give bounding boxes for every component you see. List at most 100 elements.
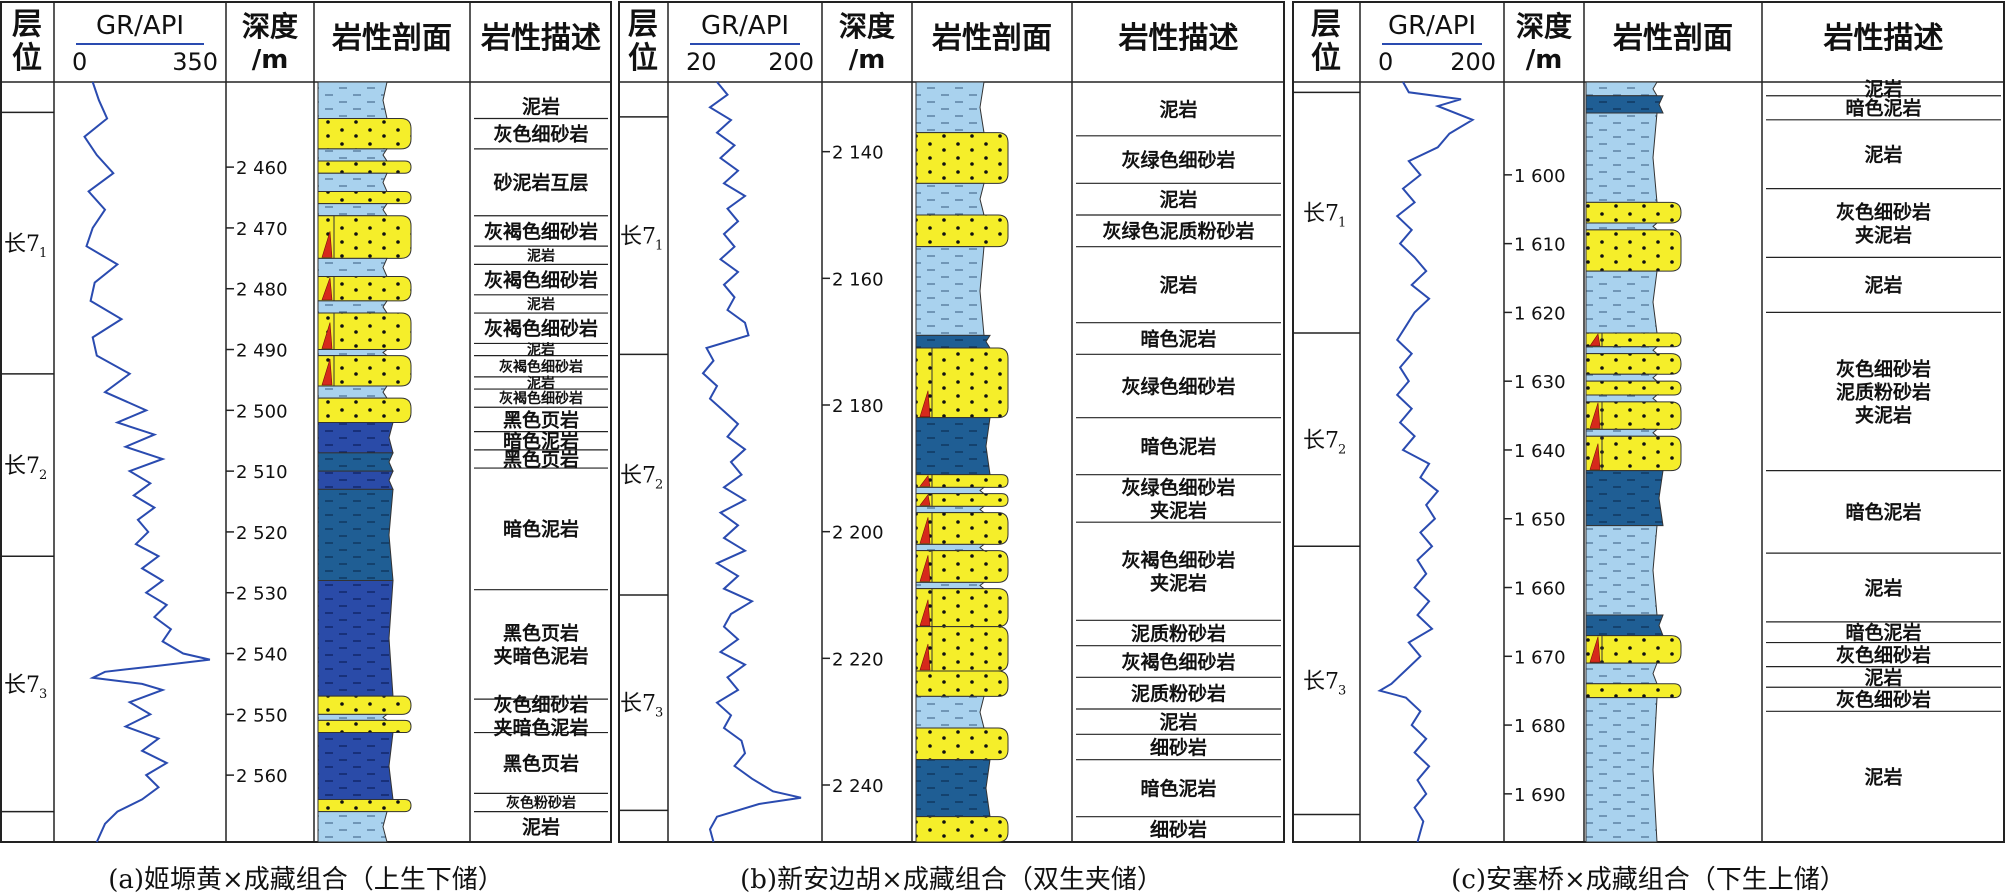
- litho-mud-bed: [317, 713, 389, 721]
- desc-line: 夹泥岩: [1150, 499, 1207, 522]
- litho-mud-bed: [1585, 346, 1659, 355]
- desc-label: 泥岩: [1159, 274, 1197, 297]
- litho-dark-bed: [1585, 614, 1664, 637]
- oil-marker-icon: [1589, 333, 1601, 347]
- litho-dark-bed: [915, 334, 991, 349]
- litho-mud-bed: [1585, 697, 1658, 843]
- gr-min: 20: [686, 48, 717, 76]
- desc-label: 灰褐色细砂岩: [499, 358, 583, 375]
- oil-marker-icon: [919, 474, 931, 487]
- litho-sand-bed: [915, 670, 1009, 697]
- layer-label: 长7: [620, 692, 656, 717]
- oil-marker-icon: [1589, 443, 1601, 470]
- desc-label: 泥岩: [527, 375, 555, 392]
- desc-line: 夹暗色泥岩: [493, 716, 588, 739]
- oil-marker-icon: [919, 643, 931, 671]
- layer-sub: 3: [655, 706, 663, 721]
- desc-label: 细砂岩: [1150, 736, 1207, 759]
- litho-sand-bed: [915, 493, 1009, 507]
- oil-marker-icon: [919, 599, 931, 626]
- litho-mud-bed: [915, 543, 986, 552]
- depth-tick-label: 1 610: [1514, 235, 1566, 256]
- depth-tick-label: 2 550: [236, 705, 288, 726]
- litho-mud-bed: [1585, 373, 1659, 382]
- layer-header-2: 位: [628, 41, 658, 76]
- litho-mud-bed: [915, 581, 986, 590]
- desc-label: 暗色泥岩: [1845, 621, 1921, 644]
- layer-sub: 2: [39, 468, 47, 483]
- oil-marker-icon: [919, 517, 931, 544]
- litho-dark-bed: [317, 452, 394, 472]
- litho-mud-bed: [1585, 394, 1659, 403]
- gr-curve: [701, 81, 802, 843]
- depth-unit: /m: [252, 45, 289, 75]
- desc-label: 暗色泥岩: [1140, 777, 1216, 800]
- oil-marker-icon: [321, 277, 333, 301]
- litho-shale-bed: [317, 470, 394, 490]
- desc-label: 灰色细砂岩: [493, 123, 588, 146]
- litho-sand-bed: [915, 474, 1009, 488]
- desc-label: 灰褐色细砂岩: [484, 317, 598, 340]
- litho-mud-bed: [1585, 112, 1658, 203]
- litho-mud-bed: [1585, 81, 1658, 97]
- litho-mud-bed: [915, 695, 985, 729]
- litho-mud-bed: [915, 486, 986, 495]
- depth-tick-label: 1 620: [1514, 303, 1566, 324]
- litho-mud-bed: [317, 349, 389, 357]
- depth-tick-label: 1 640: [1514, 441, 1566, 462]
- gr-curve: [1377, 81, 1475, 843]
- depth-tick-label: 2 530: [236, 584, 288, 605]
- gr-header: GR/API: [96, 11, 184, 41]
- desc-label: 灰褐色细砂岩夹泥岩: [1121, 549, 1235, 595]
- depth-header: 深度: [242, 10, 298, 43]
- litho-mud-bed: [317, 811, 388, 843]
- depth-tick-label: 2 160: [832, 269, 884, 290]
- desc-label: 灰褐色细砂岩: [1121, 650, 1235, 673]
- depth-header: 深度: [1516, 10, 1572, 43]
- litho-mud-bed: [317, 257, 388, 278]
- litho-sand-bed: [317, 160, 412, 174]
- desc-label: 泥岩: [527, 296, 555, 313]
- desc-label: 灰色细砂岩夹泥岩: [1836, 200, 1931, 246]
- desc-header: 岩性描述: [1824, 21, 1944, 56]
- depth-header: 深度: [839, 10, 895, 43]
- depth-tick-label: 2 560: [236, 766, 288, 787]
- gr-max: 200: [1450, 48, 1496, 76]
- panel-frame: [0, 1, 612, 843]
- depth-tick-label: 2 490: [236, 341, 288, 362]
- desc-label: 泥岩: [1159, 711, 1197, 734]
- litho-sand-bed: [317, 798, 412, 813]
- litho-mud-bed: [317, 203, 388, 217]
- desc-label: 灰绿色细砂岩: [1121, 148, 1235, 171]
- desc-label: 砂泥岩互层: [493, 171, 588, 194]
- litho-sand-bed: [317, 695, 412, 715]
- desc-label: 灰褐色细砂岩: [484, 220, 598, 243]
- litho-mud-bed: [1585, 270, 1658, 334]
- section-header: 岩性剖面: [932, 21, 1052, 56]
- litho-sand-bed: [1585, 201, 1682, 224]
- desc-header: 岩性描述: [1119, 21, 1239, 56]
- desc-label: 灰色细砂岩泥质粉砂岩夹泥岩: [1836, 357, 1931, 426]
- oil-marker-icon: [919, 555, 931, 582]
- depth-unit: /m: [849, 45, 886, 75]
- oil-marker-icon: [919, 390, 931, 417]
- layer-label: 长7: [1303, 202, 1339, 227]
- layer-header-1: 层: [1311, 7, 1341, 42]
- depth-tick-label: 2 180: [832, 396, 884, 417]
- layer-label: 长7: [4, 232, 40, 257]
- litho-mud-bed: [317, 148, 388, 162]
- desc-line: 夹暗色泥岩: [493, 645, 588, 668]
- depth-tick-label: 1 670: [1514, 647, 1566, 668]
- litho-sand-bed: [317, 397, 412, 423]
- desc-label: 灰绿色泥质粉砂岩: [1102, 220, 1254, 243]
- oil-marker-icon: [1589, 402, 1601, 429]
- litho-mud-bed: [317, 385, 388, 399]
- desc-label: 灰色细砂岩夹暗色泥岩: [493, 693, 588, 739]
- desc-label: 细砂岩: [1150, 818, 1207, 841]
- gr-max: 350: [172, 48, 218, 76]
- litho-sand-bed: [915, 727, 1009, 761]
- litho-sand-bed: [1585, 353, 1682, 375]
- desc-label: 灰色细砂岩: [1836, 688, 1931, 711]
